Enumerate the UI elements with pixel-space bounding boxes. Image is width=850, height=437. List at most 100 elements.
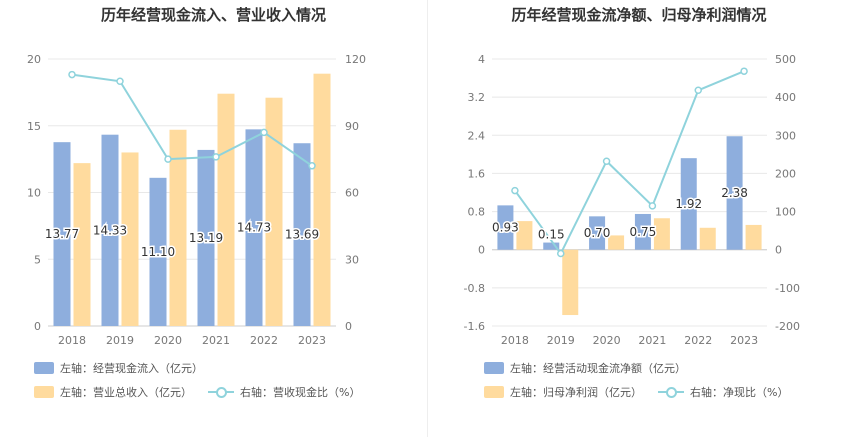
bar-primary	[53, 142, 71, 326]
y-right-tick-label: 100	[775, 206, 796, 219]
y-right-tick-label: 120	[345, 53, 366, 66]
chart-left: 0 5 10 15 20 0 30 60 90 120 2018 2019 2020 2021 2022 20…	[27, 53, 366, 347]
ratio-point	[212, 153, 220, 161]
bar-primary	[197, 149, 215, 326]
bar-data-label: 14.73	[237, 221, 271, 235]
bar-primary	[149, 177, 167, 326]
y-right-tick-label: 200	[775, 167, 796, 180]
chart-title-right: 历年经营现金流净额、归母净利润情况	[511, 6, 767, 24]
bar-primary	[589, 216, 606, 250]
bar-secondary	[121, 152, 139, 326]
x-tick-label: 2019	[106, 334, 134, 347]
ratio-line	[514, 70, 745, 256]
y-left-tick-label: 0	[478, 244, 485, 257]
chart-title-left: 历年经营现金流入、营业收入情况	[100, 6, 326, 24]
bar-secondary	[265, 97, 283, 326]
legend-swatch-revenue	[34, 386, 54, 398]
y-right-tick-label: -200	[775, 320, 800, 333]
y-left-tick-label: 2.4	[468, 129, 486, 142]
legend-label-ratio[interactable]: 右轴：营收现金比（%）	[240, 386, 361, 399]
legend-right-row-1: 左轴：经营活动现金流净额（亿元）	[484, 360, 686, 376]
ratio-point	[557, 249, 565, 258]
ratio-point	[68, 70, 76, 79]
ratio-line	[71, 73, 313, 167]
ratio-point	[602, 157, 611, 165]
ratio-point	[164, 155, 172, 163]
y-left-tick-label: 0	[34, 320, 41, 333]
legend-label-net-ratio[interactable]: 右轴：净现比（%）	[690, 386, 789, 399]
bar-data-label: 13.19	[189, 231, 223, 245]
bar-data-label: 2.38	[721, 186, 748, 200]
bar-data-label: 14.33	[93, 223, 127, 237]
y-left-tick-label: 20	[27, 53, 41, 66]
y-right-tick-label: 0	[775, 244, 782, 257]
panel-divider	[427, 0, 428, 437]
bar-secondary	[653, 218, 670, 250]
y-left-tick-label: 1.6	[468, 167, 486, 180]
bar-secondary	[745, 224, 762, 250]
y-right-tick-label: 90	[345, 120, 359, 133]
x-tick-label: 2020	[154, 334, 182, 347]
bar-secondary	[516, 221, 533, 250]
y-left-tick-label: 5	[34, 253, 41, 266]
ratio-point	[308, 162, 316, 170]
legend-label-cash-inflow[interactable]: 左轴：经营现金流入（亿元）	[60, 362, 203, 375]
bar-data-label: 0.70	[584, 226, 611, 240]
y-right-tick-label: -100	[775, 282, 800, 295]
legend-left-row-1: 左轴：经营现金流入（亿元）	[34, 360, 203, 376]
bar-secondary	[169, 129, 187, 326]
y-right-tick-label: 300	[775, 129, 796, 142]
y-left-tick-label: 0.8	[468, 206, 486, 219]
legend-swatch-net-cash	[484, 362, 504, 374]
ratio-point	[511, 186, 519, 195]
x-tick-label: 2021	[202, 334, 230, 347]
bar-primary	[497, 205, 514, 250]
x-tick-label: 2018	[58, 334, 86, 347]
x-tick-label: 2022	[684, 334, 712, 347]
y-left-tick-label: -0.8	[464, 282, 485, 295]
x-tick-label: 2020	[593, 334, 621, 347]
bar-primary	[293, 143, 311, 326]
legend-swatch-net-ratio	[658, 386, 684, 398]
legend-label-net-profit[interactable]: 左轴：归母净利润（亿元）	[510, 386, 642, 399]
bar-secondary	[562, 249, 579, 316]
legend-label-net-cash[interactable]: 左轴：经营活动现金流净额（亿元）	[510, 362, 686, 375]
y-left-tick-label: -1.6	[464, 320, 485, 333]
chart-right: -1.6 -0.8 0 0.8 1.6 2.4 3.2 4 -200 -100 0 100 200 300…	[464, 53, 800, 347]
ratio-point	[740, 67, 748, 75]
ratio-point	[648, 202, 657, 210]
bar-secondary	[313, 73, 331, 326]
bar-data-label: 13.77	[45, 227, 79, 241]
legend-swatch-net-profit	[484, 386, 504, 398]
bar-data-label: 13.69	[285, 228, 319, 242]
legend-swatch-ratio	[208, 386, 234, 398]
legend-right-row-2: 左轴：归母净利润（亿元） 右轴：净现比（%）	[484, 384, 788, 400]
bar-data-label: 0.93	[492, 221, 519, 235]
x-tick-label: 2023	[298, 334, 326, 347]
y-right-tick-label: 0	[345, 320, 352, 333]
bar-secondary	[217, 93, 235, 327]
legend-label-revenue[interactable]: 左轴：营业总收入（亿元）	[60, 386, 192, 399]
bar-data-label: 11.10	[141, 245, 175, 259]
bar-primary	[543, 242, 560, 250]
x-tick-label: 2022	[250, 334, 278, 347]
bar-primary	[245, 129, 263, 326]
y-right-tick-label: 60	[345, 187, 359, 200]
bar-secondary	[608, 235, 625, 250]
bar-data-label: 0.15	[538, 228, 565, 242]
y-right-tick-label: 30	[345, 253, 359, 266]
y-left-tick-label: 10	[27, 187, 41, 200]
y-right-tick-label: 500	[775, 53, 796, 66]
bar-data-label: 0.75	[630, 225, 657, 239]
x-tick-label: 2019	[547, 334, 575, 347]
ratio-point	[694, 86, 702, 95]
x-tick-label: 2023	[730, 334, 758, 347]
ratio-point	[260, 128, 268, 137]
bar-primary	[726, 136, 743, 250]
bar-primary	[101, 134, 119, 326]
y-left-tick-label: 3.2	[468, 91, 486, 104]
legend-left-row-2: 左轴：营业总收入（亿元） 右轴：营收现金比（%）	[34, 384, 360, 400]
x-tick-label: 2021	[638, 334, 666, 347]
y-left-tick-label: 4	[478, 53, 485, 66]
